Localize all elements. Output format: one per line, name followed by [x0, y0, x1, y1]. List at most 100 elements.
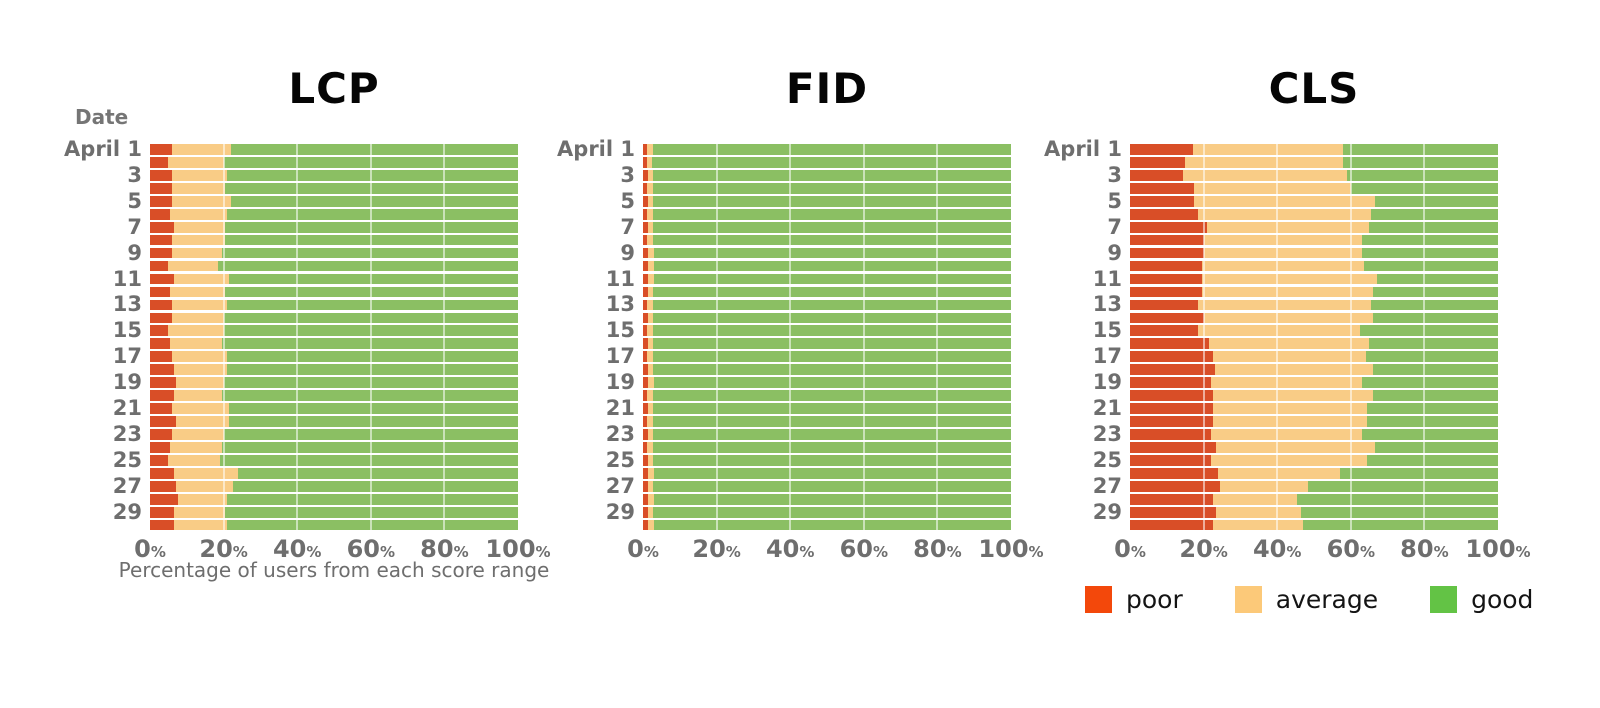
bar-row — [1130, 506, 1498, 519]
chart-title-lcp: LCP — [288, 64, 380, 113]
good-segment — [654, 519, 1011, 531]
good-segment — [652, 234, 1011, 246]
average-segment — [1216, 506, 1302, 518]
good-segment — [238, 467, 518, 479]
chart-cls: CLS April 1 3 5 7 9 11 13 15 17 19 21 23 25 27 29 0% 20… — [1025, 60, 1531, 660]
average-segment — [647, 286, 654, 298]
good-segment — [652, 403, 1011, 414]
chart-title-fid: FID — [785, 64, 869, 113]
good-segment — [653, 195, 1011, 207]
good-segment — [1297, 493, 1498, 505]
average-segment — [1198, 208, 1372, 220]
average-segment — [1212, 493, 1298, 505]
bar-row — [643, 298, 1011, 311]
plot-row: April 1 3 5 7 9 11 13 15 17 19 21 23 25 27 29 0% 20% 40%… — [1025, 139, 1531, 563]
x-tick-label: 80% — [1400, 535, 1449, 563]
y-tick-label: April 1 — [64, 136, 142, 161]
good-segment — [219, 455, 518, 466]
good-segment — [229, 416, 518, 427]
good-segment — [1363, 260, 1498, 272]
average-segment — [1203, 312, 1373, 324]
average-segment — [1198, 325, 1360, 337]
bar-row — [150, 480, 518, 493]
average-segment — [172, 429, 224, 440]
good-segment — [227, 493, 518, 505]
bar-row — [150, 247, 518, 260]
date-axis-title: Date — [75, 105, 129, 129]
y-tick-label: 13 — [1092, 292, 1122, 317]
average-segment — [1212, 519, 1303, 531]
y-tick-label: 27 — [1092, 473, 1122, 498]
poor-segment — [643, 493, 649, 505]
good-segment — [1374, 195, 1498, 207]
poor-segment — [150, 493, 178, 505]
bar-row — [150, 350, 518, 363]
y-tick-label: 25 — [1092, 447, 1122, 472]
bar-row — [1130, 519, 1498, 532]
bar-row — [150, 221, 518, 234]
legend-item-poor: poor — [1085, 586, 1183, 613]
poor-segment — [643, 429, 648, 440]
good-segment — [225, 221, 518, 233]
x-tick-label: 40% — [765, 535, 815, 563]
good-segment — [227, 364, 518, 376]
y-tick-label: 3 — [620, 162, 635, 187]
poor-segment — [643, 455, 648, 466]
bar-row — [1130, 182, 1498, 195]
y-tick-label: 17 — [112, 344, 142, 369]
poor-segment — [1130, 480, 1221, 492]
bar-row — [1130, 337, 1498, 350]
good-segment — [221, 442, 518, 453]
x-tick-label: 80% — [420, 535, 469, 563]
bar-row — [643, 311, 1011, 324]
good-segment — [1361, 247, 1498, 259]
bar-row — [1130, 415, 1498, 428]
poor-segment — [150, 170, 173, 181]
y-tick-label: 7 — [620, 214, 635, 239]
x-tick-label: 40% — [272, 535, 322, 563]
average-segment — [1183, 170, 1348, 181]
poor-segment — [150, 377, 176, 388]
poor-segment — [1130, 416, 1213, 427]
bar-row — [150, 285, 518, 298]
bar-row — [150, 273, 518, 286]
average-segment — [173, 390, 222, 401]
x-axis: 0% 20% 40% 60% 80% 100% — [134, 535, 550, 568]
good-segment — [227, 170, 518, 181]
average-segment — [1220, 480, 1309, 492]
average-segment — [647, 325, 654, 337]
poor-segment — [643, 221, 648, 233]
poor-segment — [643, 442, 648, 453]
bar-row — [150, 298, 518, 311]
y-axis-labels: April 1 3 5 7 9 11 13 15 17 19 21 23 25 27 29 — [45, 136, 150, 532]
bar-row — [150, 195, 518, 208]
bar-row — [150, 506, 518, 519]
average-segment — [172, 183, 226, 194]
average-segment — [647, 260, 655, 272]
bar-row — [643, 324, 1011, 337]
average-segment — [647, 195, 654, 207]
bar-row — [643, 441, 1011, 454]
average-segment — [647, 208, 653, 220]
average-segment — [647, 506, 654, 518]
average-segment — [1212, 390, 1373, 401]
good-segment — [227, 519, 518, 531]
poor-segment — [150, 260, 169, 272]
poor-segment — [1130, 183, 1195, 194]
average-segment — [172, 247, 222, 259]
bar-row — [150, 324, 518, 337]
good-segment — [1361, 377, 1498, 388]
good-segment — [652, 144, 1011, 155]
poor-segment — [643, 519, 649, 531]
good-segment — [227, 208, 518, 220]
good-segment — [1376, 273, 1498, 285]
poor-segment — [150, 429, 173, 440]
y-tick-label — [538, 519, 643, 532]
average-segment — [1201, 273, 1377, 285]
legend-item-average: average — [1234, 586, 1378, 613]
poor-segment — [1130, 312, 1204, 324]
good-segment — [654, 493, 1011, 505]
good-segment — [1371, 208, 1498, 220]
bar-row — [1130, 260, 1498, 273]
poor-segment — [1130, 351, 1213, 363]
